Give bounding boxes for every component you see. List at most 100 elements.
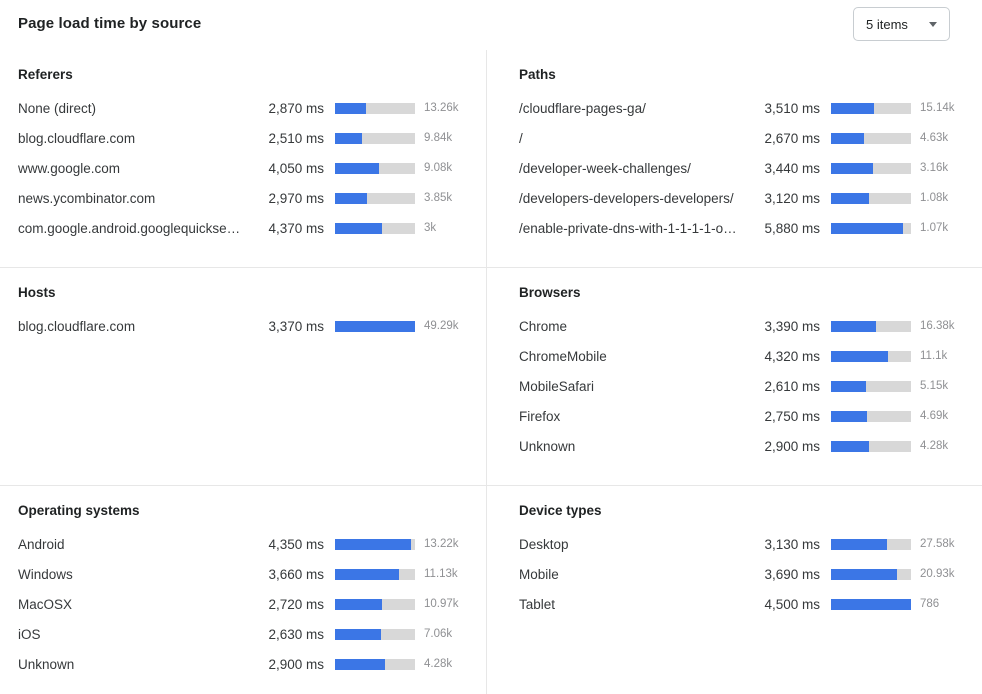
panel-title: Hosts [18, 285, 56, 300]
metric-row: blog.cloudflare.com 3,370 ms 49.29k [18, 311, 472, 341]
metric-label: /developers-developers-developers/ [519, 190, 734, 206]
bar-track [831, 350, 911, 362]
metric-count: 3k [424, 222, 437, 234]
bar-fill [831, 162, 874, 174]
bar-fill [831, 410, 868, 422]
panel-rows: Android 4,350 ms 13.22k Windows 3,660 ms 11.1… [18, 529, 472, 679]
bar-fill [831, 598, 911, 610]
header: Page load time by source 5 items [0, 0, 982, 50]
metric-ms-value: 3,660 ms [268, 566, 324, 582]
metric-row: /developers-developers-developers/3,120 … [519, 183, 968, 213]
metric-count: 49.29k [424, 320, 459, 332]
panel-paths: Paths /cloudflare-pages-ga/3,510 ms 15.14… [486, 50, 982, 267]
metric-ms-value: 3,130 ms [764, 536, 820, 552]
metric-row: MacOSX 2,720 ms 10.97k [18, 589, 472, 619]
bar-track [831, 320, 911, 332]
metric-count: 3.16k [920, 162, 949, 174]
bar-track [335, 628, 415, 640]
panel-browsers: Browsers Chrome 3,390 ms 16.38k ChromeMobil… [486, 267, 982, 485]
chevron-down-icon [929, 21, 937, 27]
metric-ms-value: 4,050 ms [268, 160, 324, 176]
bar-fill [831, 440, 870, 452]
metric-count: 786 [920, 598, 940, 610]
metric-count: 20.93k [920, 568, 955, 580]
panel-title: Operating systems [18, 503, 140, 518]
metric-ms-value: 5,880 ms [764, 220, 820, 236]
page-title: Page load time by source [18, 15, 202, 32]
metric-ms-value: 4,320 ms [764, 348, 820, 364]
bar-fill [335, 192, 367, 204]
bar-track [831, 192, 911, 204]
metric-count: 27.58k [920, 538, 955, 550]
bar-fill [335, 222, 382, 234]
metric-ms-value: 2,630 ms [268, 626, 324, 642]
metric-count: 5.15k [920, 380, 949, 392]
bar-fill [335, 628, 381, 640]
metric-row: /enable-private-dns-with-1-1-1-1-on-... 5… [519, 213, 968, 243]
metric-count: 13.26k [424, 102, 459, 114]
bar-track [831, 162, 911, 174]
metric-label: Chrome [519, 318, 568, 334]
metric-row: ChromeMobile 4,320 ms 11.1k [519, 341, 968, 371]
metric-ms-value: 2,900 ms [764, 438, 820, 454]
metric-ms-value: 4,350 ms [268, 536, 324, 552]
bar-fill [831, 132, 864, 144]
panel-title: Device types [519, 503, 602, 518]
metric-count: 4.63k [920, 132, 949, 144]
metric-count: 9.08k [424, 162, 453, 174]
metric-row: None (direct) 2,870 ms 13.26k [18, 93, 472, 123]
metric-label: None (direct) [18, 100, 97, 116]
metric-count: 13.22k [424, 538, 459, 550]
metric-ms-value: 2,750 ms [764, 408, 820, 424]
bar-fill [831, 380, 866, 392]
bar-fill [335, 102, 366, 114]
metric-ms-value: 2,970 ms [268, 190, 324, 206]
metric-label: blog.cloudflare.com [18, 130, 136, 146]
bar-track [831, 568, 911, 580]
metric-label: / [519, 130, 523, 146]
bar-fill [335, 658, 386, 670]
metric-row: news.ycombinator.com 2,970 ms 3.85k [18, 183, 472, 213]
metric-count: 4.28k [424, 658, 453, 670]
metric-count: 15.14k [920, 102, 955, 114]
metric-row: iOS 2,630 ms 7.06k [18, 619, 472, 649]
metric-ms-value: 3,390 ms [764, 318, 820, 334]
metric-ms-value: 2,670 ms [764, 130, 820, 146]
metric-label: /developer-week-challenges/ [519, 160, 691, 176]
metric-ms-value: 3,440 ms [764, 160, 820, 176]
metric-row: blog.cloudflare.com 2,510 ms 9.84k [18, 123, 472, 153]
bar-track [335, 132, 415, 144]
bar-track [831, 410, 911, 422]
bar-fill [831, 192, 870, 204]
panel-rows: Chrome 3,390 ms 16.38k ChromeMobile 4,320 ms… [519, 311, 968, 461]
panel-hosts: Hosts blog.cloudflare.com 3,370 ms 49.29k [0, 267, 486, 485]
metric-row: Mobile 3,690 ms 20.93k [519, 559, 968, 589]
bar-track [335, 568, 415, 580]
items-count-dropdown[interactable]: 5 items [853, 7, 950, 41]
metric-count: 11.13k [424, 568, 458, 580]
metric-count: 11.1k [920, 350, 948, 362]
metric-label: Windows [18, 566, 73, 582]
metric-count: 10.97k [424, 598, 459, 610]
bar-track [831, 598, 911, 610]
panel-referers: Referers None (direct) 2,870 ms 13.26k blog… [0, 50, 486, 267]
panel-rows: blog.cloudflare.com 3,370 ms 49.29k [18, 311, 472, 341]
panel-title: Browsers [519, 285, 581, 300]
metric-label: MobileSafari [519, 378, 595, 394]
bar-track [335, 538, 415, 550]
metric-count: 1.08k [920, 192, 949, 204]
bar-fill [335, 132, 362, 144]
metric-ms-value: 3,370 ms [268, 318, 324, 334]
bar-fill [335, 162, 379, 174]
bar-fill [831, 538, 887, 550]
metric-label: Unknown [519, 438, 576, 454]
metric-row: Firefox 2,750 ms 4.69k [519, 401, 968, 431]
bar-fill [831, 350, 889, 362]
panel-rows: /cloudflare-pages-ga/3,510 ms 15.14k / 2,67… [519, 93, 968, 243]
bar-track [831, 102, 911, 114]
bar-track [335, 162, 415, 174]
bar-track [335, 658, 415, 670]
metric-ms-value: 2,900 ms [268, 656, 324, 672]
bar-fill [335, 538, 411, 550]
bar-fill [335, 598, 383, 610]
